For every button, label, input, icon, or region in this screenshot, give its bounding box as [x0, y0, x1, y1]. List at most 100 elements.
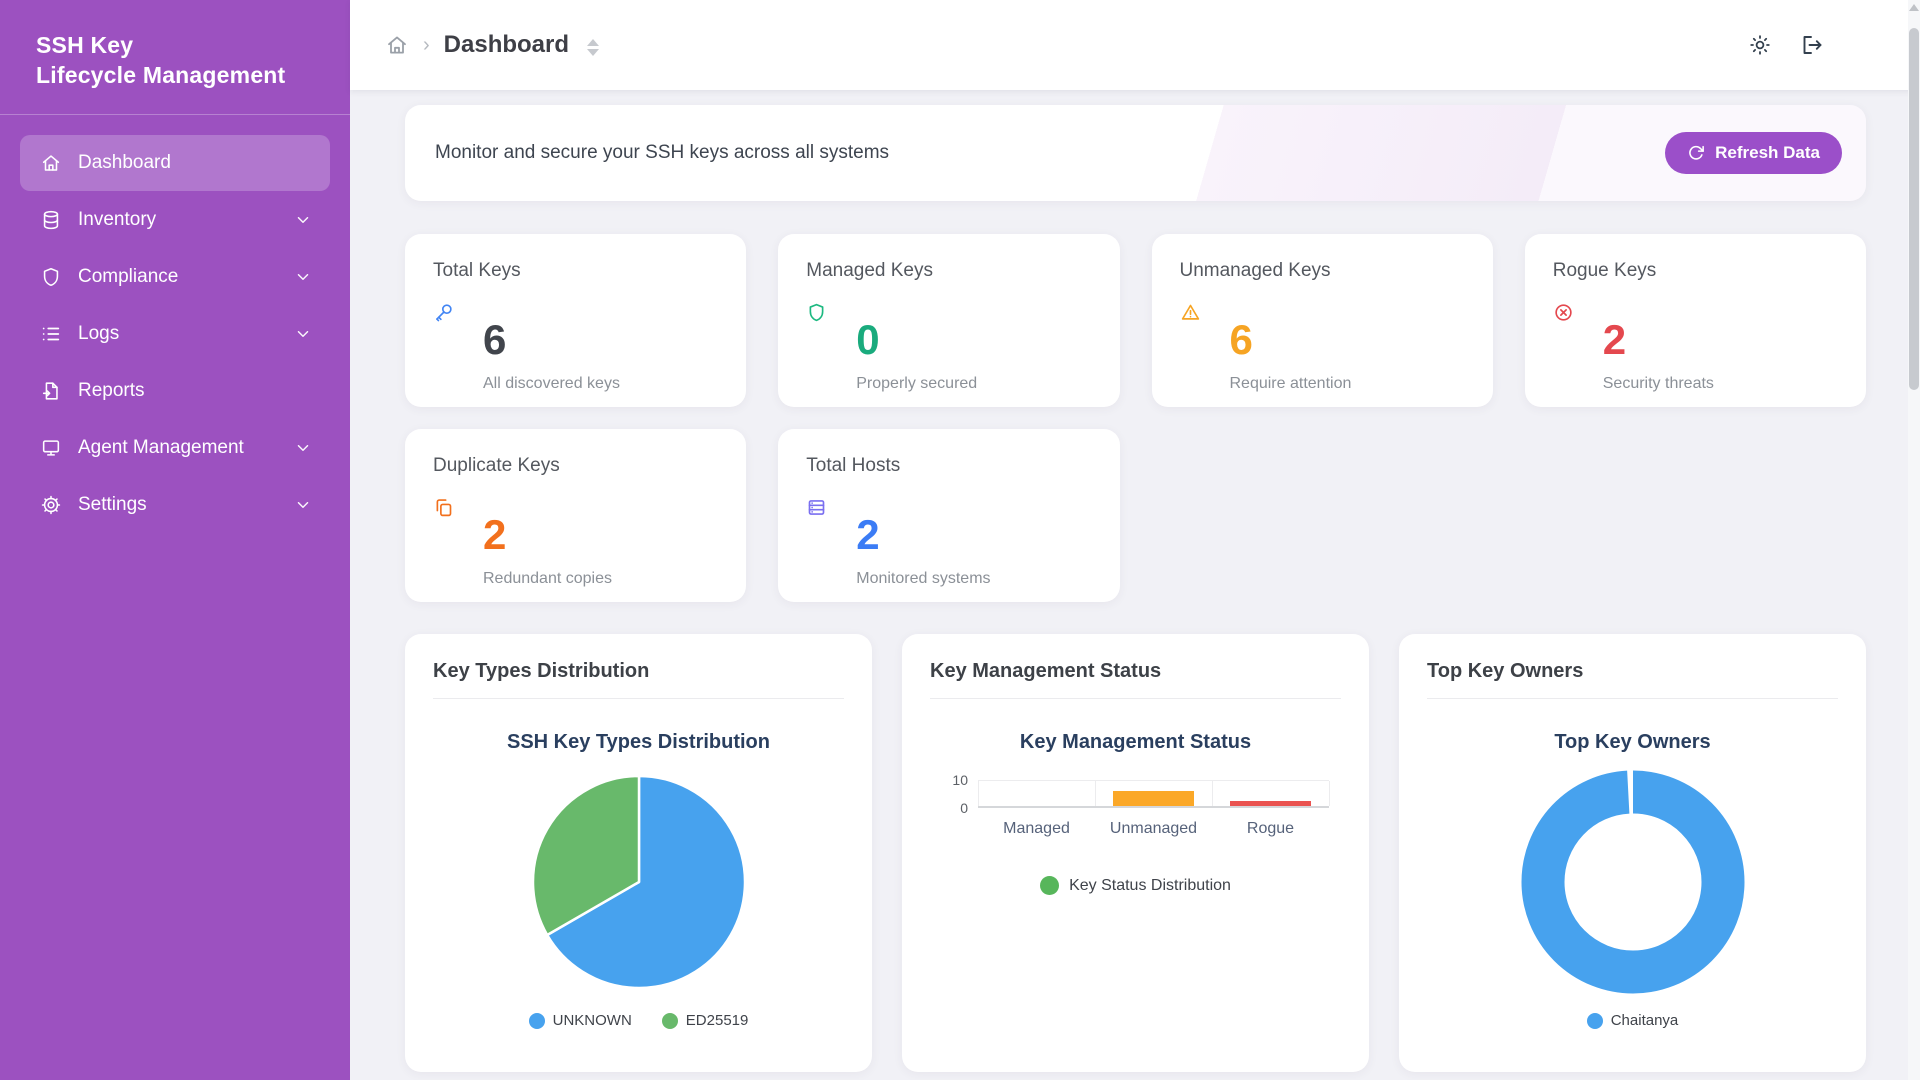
legend-dot	[661, 1012, 678, 1029]
sidebar-item-label: Agent Management	[78, 437, 244, 458]
legend-item[interactable]: UNKNOWN	[528, 1012, 632, 1029]
sidebar-item-agent-management[interactable]: Agent Management	[20, 420, 330, 476]
report-icon	[40, 380, 62, 402]
y-tick: 10	[952, 772, 968, 788]
legend-label: ED25519	[685, 1012, 749, 1029]
stat-title: Unmanaged Keys	[1179, 260, 1331, 281]
monitor-icon	[40, 437, 62, 459]
legend-label: Key Status Distribution	[1069, 876, 1231, 894]
stat-title: Managed Keys	[806, 260, 933, 281]
stat-subtitle: Security threats	[1602, 375, 1714, 392]
sidebar-item-inventory[interactable]: Inventory	[20, 192, 330, 248]
stat-subtitle: All discovered keys	[483, 375, 620, 392]
legend-item[interactable]: ED25519	[661, 1012, 749, 1029]
app-title: SSH Key Lifecycle Management	[0, 0, 350, 114]
refresh-button-label: Refresh Data	[1715, 143, 1820, 162]
bar-unmanaged[interactable]	[1113, 791, 1194, 806]
gridline	[1095, 781, 1096, 806]
panel-title: Top Key Owners	[1427, 660, 1584, 682]
dashboard-content: Monitor and secure your SSH keys across …	[350, 90, 1920, 1072]
stat-title: Duplicate Keys	[433, 455, 560, 476]
panel-title: Key Management Status	[930, 660, 1162, 682]
stat-title: Total Keys	[433, 260, 521, 281]
sidebar-item-settings[interactable]: Settings	[20, 477, 330, 533]
stat-value: 2	[1602, 316, 1627, 363]
panel-key-management-status: Key Management Status Key Management Sta…	[902, 634, 1369, 1072]
stat-title: Total Hosts	[806, 455, 901, 476]
panel-divider	[433, 698, 844, 699]
stat-card-total-hosts: Total Hosts 2 Monitored systems	[778, 429, 1120, 602]
panel-title: Key Types Distribution	[433, 660, 650, 682]
stat-title: Rogue Keys	[1552, 260, 1657, 281]
panel-divider	[930, 698, 1341, 699]
chevron-down-icon	[294, 439, 312, 457]
home-icon	[40, 152, 62, 174]
main-area: › Dashboard Monitor and secure your SSH …	[350, 0, 1920, 1080]
stat-value: 6	[1229, 316, 1253, 363]
logout-icon[interactable]	[1800, 33, 1824, 57]
warning-triangle-icon	[1180, 302, 1201, 323]
sidebar-item-label: Logs	[78, 323, 120, 344]
panel-key-types-distribution: Key Types Distribution SSH Key Types Dis…	[405, 634, 872, 1072]
stat-card-managed-keys: Managed Keys 0 Properly secured	[778, 234, 1120, 407]
legend-dot	[528, 1012, 545, 1029]
y-tick: 0	[960, 800, 968, 816]
bar-chart[interactable]: 10 0 Managed Unmanaged Rogue Ke	[930, 772, 1341, 895]
stat-card-rogue-keys: Rogue Keys 2 Security threats	[1524, 234, 1866, 407]
chevron-down-icon	[294, 211, 312, 229]
stat-card-duplicate-keys: Duplicate Keys 2 Redundant copies	[405, 429, 747, 602]
scrollbar-up-arrow-icon[interactable]	[1909, 4, 1919, 11]
copy-icon	[433, 497, 454, 518]
stat-value: 2	[483, 511, 507, 558]
sidebar-item-label: Compliance	[78, 266, 179, 287]
gear-icon	[40, 494, 62, 516]
chevron-down-icon	[294, 325, 312, 343]
refresh-icon	[1687, 144, 1705, 162]
donut-ring[interactable]	[1521, 770, 1744, 994]
bar-y-axis: 10 0	[942, 772, 978, 816]
breadcrumb-separator: ›	[423, 33, 430, 56]
scrollbar-thumb[interactable]	[1909, 28, 1919, 390]
home-icon[interactable]	[385, 33, 409, 57]
pie-legend: UNKNOWN ED25519	[433, 1012, 844, 1029]
sidebar-nav: Dashboard Inventory Compliance	[0, 115, 350, 533]
gridline	[978, 781, 979, 806]
scrollbar[interactable]	[1908, 0, 1920, 1080]
server-icon	[806, 497, 827, 518]
sidebar-item-compliance[interactable]: Compliance	[20, 249, 330, 305]
stat-subtitle: Redundant copies	[483, 570, 612, 587]
stat-subtitle: Require attention	[1229, 375, 1352, 392]
breadcrumb-caret-icon	[587, 38, 600, 56]
stat-card-total-keys: Total Keys 6 All discovered keys	[405, 234, 747, 407]
database-icon	[40, 209, 62, 231]
sidebar-item-label: Reports	[78, 380, 145, 401]
shield-icon	[806, 302, 827, 323]
pie-slice[interactable]	[545, 774, 746, 990]
sidebar-item-dashboard[interactable]: Dashboard	[20, 135, 330, 191]
shield-icon	[40, 266, 62, 288]
sidebar-item-logs[interactable]: Logs	[20, 306, 330, 362]
pie-chart[interactable]	[433, 770, 844, 994]
legend-dot	[1040, 876, 1060, 895]
donut-chart[interactable]	[1427, 770, 1838, 994]
x-tick: Unmanaged	[1109, 820, 1198, 837]
refresh-data-button[interactable]: Refresh Data	[1665, 132, 1842, 174]
panel-divider	[1427, 698, 1838, 699]
gridline	[1329, 781, 1330, 806]
list-icon	[40, 323, 62, 345]
legend-label: UNKNOWN	[552, 1012, 632, 1029]
app-title-line2: Lifecycle Management	[36, 62, 286, 88]
bar-rogue[interactable]	[1230, 801, 1311, 806]
chart-title: Key Management Status	[1019, 731, 1252, 753]
legend-label: Chaitanya	[1610, 1012, 1679, 1029]
sidebar-item-reports[interactable]: Reports	[20, 363, 330, 419]
sun-icon[interactable]	[1748, 33, 1772, 57]
chart-title: SSH Key Types Distribution	[506, 731, 770, 753]
breadcrumb-current: Dashboard	[443, 31, 570, 58]
legend-item[interactable]: Chaitanya	[1586, 1012, 1679, 1029]
legend-dot	[1586, 1012, 1603, 1029]
pie-slice[interactable]	[531, 774, 640, 937]
app-title-line1: SSH Key	[36, 32, 134, 58]
bar-legend: Key Status Distribution	[942, 876, 1329, 895]
